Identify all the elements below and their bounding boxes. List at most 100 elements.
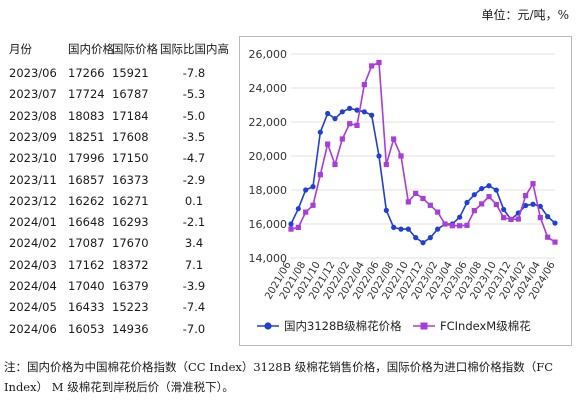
- header-difference: 国际比国内高: [160, 42, 229, 56]
- cell-international-price: 17184: [112, 108, 149, 123]
- cell-difference: -7.0: [182, 321, 206, 336]
- y-tick-label: 14,000: [249, 252, 288, 265]
- series-1-point: [303, 187, 309, 193]
- cell-domestic-price: 18251: [68, 129, 105, 144]
- header-month: 月份: [9, 42, 32, 56]
- series-1-point: [435, 226, 441, 232]
- series-2-point: [339, 136, 345, 142]
- series-2-point: [295, 224, 301, 230]
- cell-international-price: 17670: [112, 236, 149, 251]
- table-row: 2024/05 16433 15223 -7.4: [6, 297, 234, 317]
- series-2-point: [354, 122, 360, 128]
- cell-domestic-price: 17162: [68, 257, 105, 272]
- y-tick-label: 26,000: [249, 48, 288, 61]
- series-1-point: [398, 226, 404, 232]
- legend-marker-2: [420, 322, 428, 330]
- series-2-point: [303, 209, 309, 215]
- cell-month: 2023/11: [9, 172, 57, 187]
- series-2-point: [332, 161, 338, 168]
- cell-month: 2023/12: [9, 193, 57, 208]
- series-2-point: [435, 209, 441, 215]
- cell-month: 2023/08: [9, 108, 57, 123]
- series-1-point: [464, 199, 470, 206]
- table-row: 2024/04 17040 16379 -3.9: [6, 276, 234, 296]
- legend-marker-1: [264, 322, 272, 330]
- series-2-point: [493, 201, 499, 208]
- series-1-point: [391, 224, 397, 230]
- series-2-point: [376, 59, 382, 66]
- cell-domestic-price: 17087: [68, 236, 105, 251]
- series-2-point: [398, 153, 404, 159]
- series-1-point: [486, 183, 492, 189]
- series-1-point: [405, 226, 411, 232]
- cell-international-price: 18372: [112, 257, 149, 272]
- table-row: 2023/06 17266 15921 -7.8: [6, 63, 234, 83]
- y-tick-label: 24,000: [249, 82, 288, 95]
- series-1-point: [471, 192, 477, 198]
- series-1-point: [457, 214, 463, 220]
- cell-domestic-price: 16433: [68, 300, 105, 315]
- header-domestic-price: 国内价格: [68, 42, 114, 56]
- cell-difference: -5.3: [182, 87, 206, 102]
- cell-difference: -2.1: [182, 215, 206, 230]
- table-row: 2023/10 17996 17150 -4.7: [6, 148, 234, 168]
- series-2-point: [449, 223, 455, 229]
- series-2-point: [530, 181, 536, 187]
- cell-domestic-price: 16262: [68, 193, 105, 208]
- cell-international-price: 16293: [112, 215, 149, 230]
- series-2-point: [471, 208, 477, 214]
- series-1-point: [369, 112, 375, 118]
- series-2-point: [508, 216, 514, 222]
- series-2-point: [442, 221, 448, 227]
- cell-domestic-price: 18083: [68, 108, 105, 123]
- y-tick-label: 16,000: [249, 218, 288, 231]
- series-2-point: [515, 216, 521, 222]
- series-2-point: [288, 226, 294, 232]
- cell-difference: -7.8: [182, 66, 206, 80]
- series-2-point: [486, 194, 492, 200]
- table-row: 2023/11 16857 16373 -2.9: [6, 170, 234, 190]
- table-row: 2023/08 18083 17184 -5.0: [6, 106, 234, 126]
- cell-domestic-price: 16053: [68, 321, 105, 336]
- series-1-point: [545, 214, 551, 220]
- series-1-point: [347, 105, 353, 111]
- cell-international-price: 16379: [112, 279, 149, 293]
- series-1-point: [288, 221, 294, 227]
- cell-month: 2023/07: [9, 87, 57, 102]
- cell-difference: 0.1: [184, 193, 204, 208]
- series-1-point: [354, 107, 360, 113]
- table-header-row: 月份 国内价格 国际价格 国际比国内高: [6, 38, 234, 58]
- cell-international-price: 15223: [112, 300, 149, 315]
- cell-difference: 3.4: [184, 236, 204, 251]
- series-1-point: [479, 185, 485, 192]
- cell-difference: -3.9: [182, 279, 206, 293]
- series-2-point: [361, 82, 367, 88]
- series-1-point: [523, 202, 529, 209]
- table-row: 2024/02 17087 17670 3.4: [6, 233, 234, 253]
- y-tick-label: 18,000: [249, 184, 288, 197]
- cell-domestic-price: 17040: [68, 279, 105, 293]
- series-1-point: [530, 201, 536, 207]
- series-1-point: [361, 109, 367, 115]
- series-2-point: [369, 63, 375, 69]
- series-1-point: [493, 187, 499, 193]
- series-2-point: [317, 172, 323, 178]
- series-2-point: [310, 202, 316, 208]
- legend-label-1: 国内3128B级棉花价格: [284, 319, 402, 333]
- cell-domestic-price: 16648: [68, 215, 105, 230]
- series-line-1: [290, 107, 556, 244]
- table-row: 2024/03 17162 18372 7.1: [6, 255, 234, 275]
- series-2-point: [457, 223, 463, 229]
- series-2-point: [325, 141, 331, 147]
- cell-difference: -5.0: [182, 108, 206, 123]
- cell-domestic-price: 17996: [68, 151, 105, 166]
- series-1-point: [376, 153, 382, 159]
- series-1-point: [332, 116, 338, 122]
- cell-month: 2024/02: [9, 236, 57, 251]
- y-tick-label: 20,000: [249, 150, 288, 163]
- series-1-point: [501, 206, 507, 213]
- series-2-point: [537, 214, 543, 221]
- y-tick-label: 22,000: [249, 116, 288, 129]
- legend-label-2: FCIndexM级棉花: [440, 319, 531, 333]
- series-1-point: [317, 129, 323, 135]
